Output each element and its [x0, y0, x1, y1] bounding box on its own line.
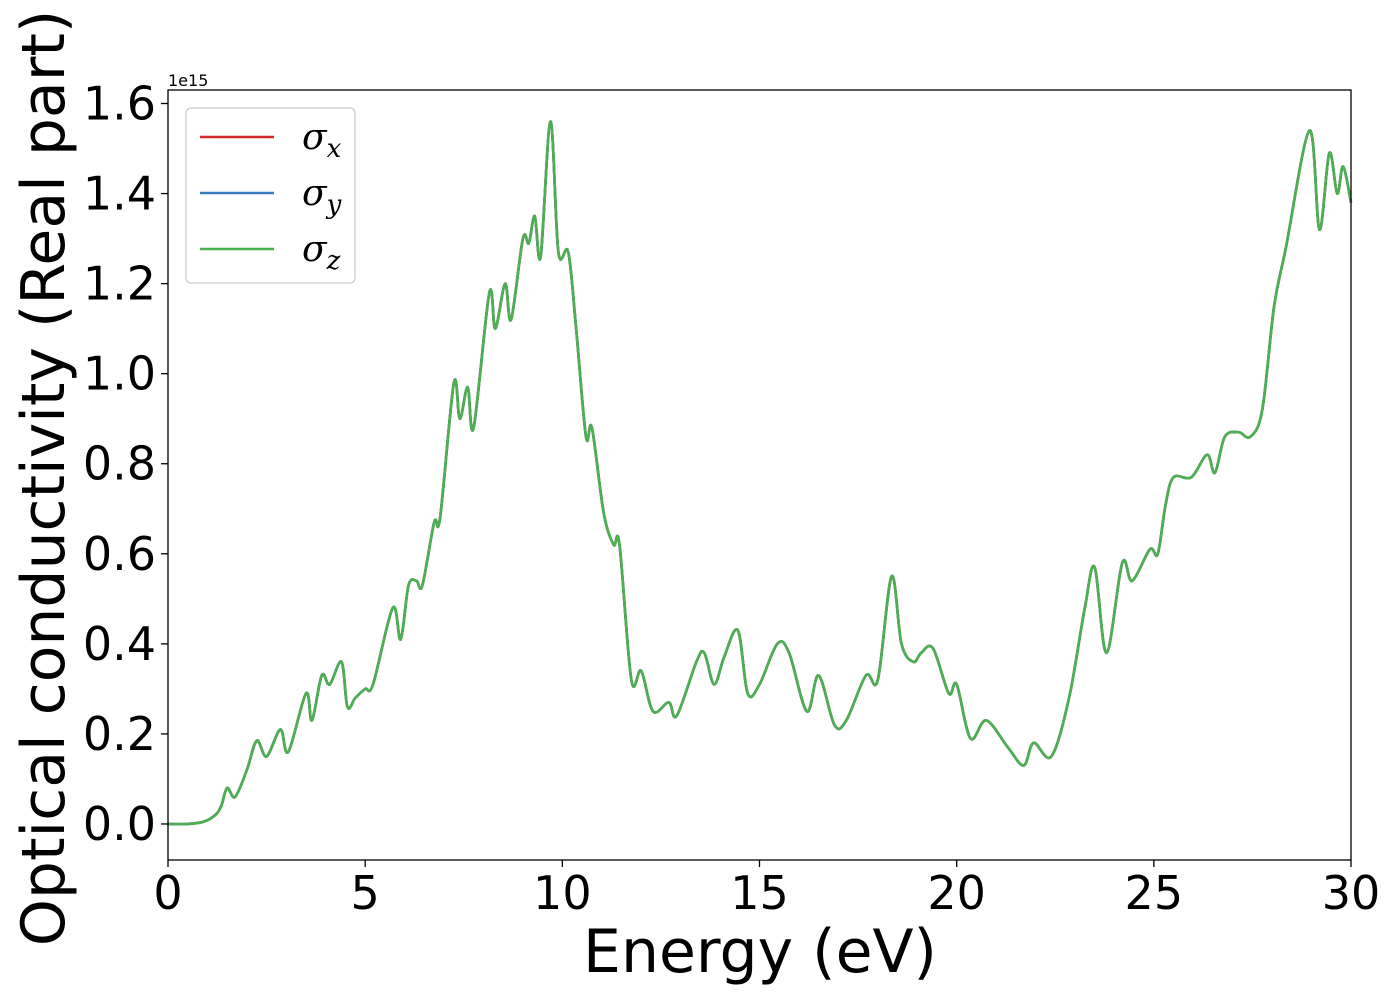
y-tick-label: 0.8: [83, 437, 156, 491]
y-tick-label: 0.2: [83, 707, 156, 761]
x-tick-label: 10: [533, 866, 592, 920]
x-axis-label: Energy (eV): [583, 917, 937, 987]
plot-lines: [167, 120, 1353, 826]
y-offset-label: 1e15: [168, 71, 208, 90]
x-tick-label: 30: [1322, 866, 1381, 920]
x-tick-label: 20: [927, 866, 986, 920]
y-tick-label: 1.4: [83, 167, 156, 221]
x-axis-ticks: 0 5 10 15 20 25 30: [153, 860, 1380, 920]
y-axis-label: Optical conductivity (Real part): [9, 10, 79, 947]
y-tick-label: 1.0: [83, 347, 156, 401]
y-tick-label: 0.6: [83, 527, 156, 581]
y-tick-label: 1.2: [83, 257, 156, 311]
y-tick-label: 1.6: [83, 77, 156, 131]
x-tick-label: 0: [153, 866, 182, 920]
x-tick-label: 25: [1125, 866, 1184, 920]
series-line-z: [167, 120, 1353, 826]
y-axis-ticks: 0.0 0.2 0.4 0.6 0.8 1.0 1.2 1.4 1.6: [83, 77, 168, 851]
x-tick-label: 5: [351, 866, 380, 920]
y-tick-label: 0.4: [83, 617, 156, 671]
x-tick-label: 15: [730, 866, 789, 920]
legend-box: [185, 107, 356, 284]
y-tick-label: 0.0: [83, 797, 156, 851]
